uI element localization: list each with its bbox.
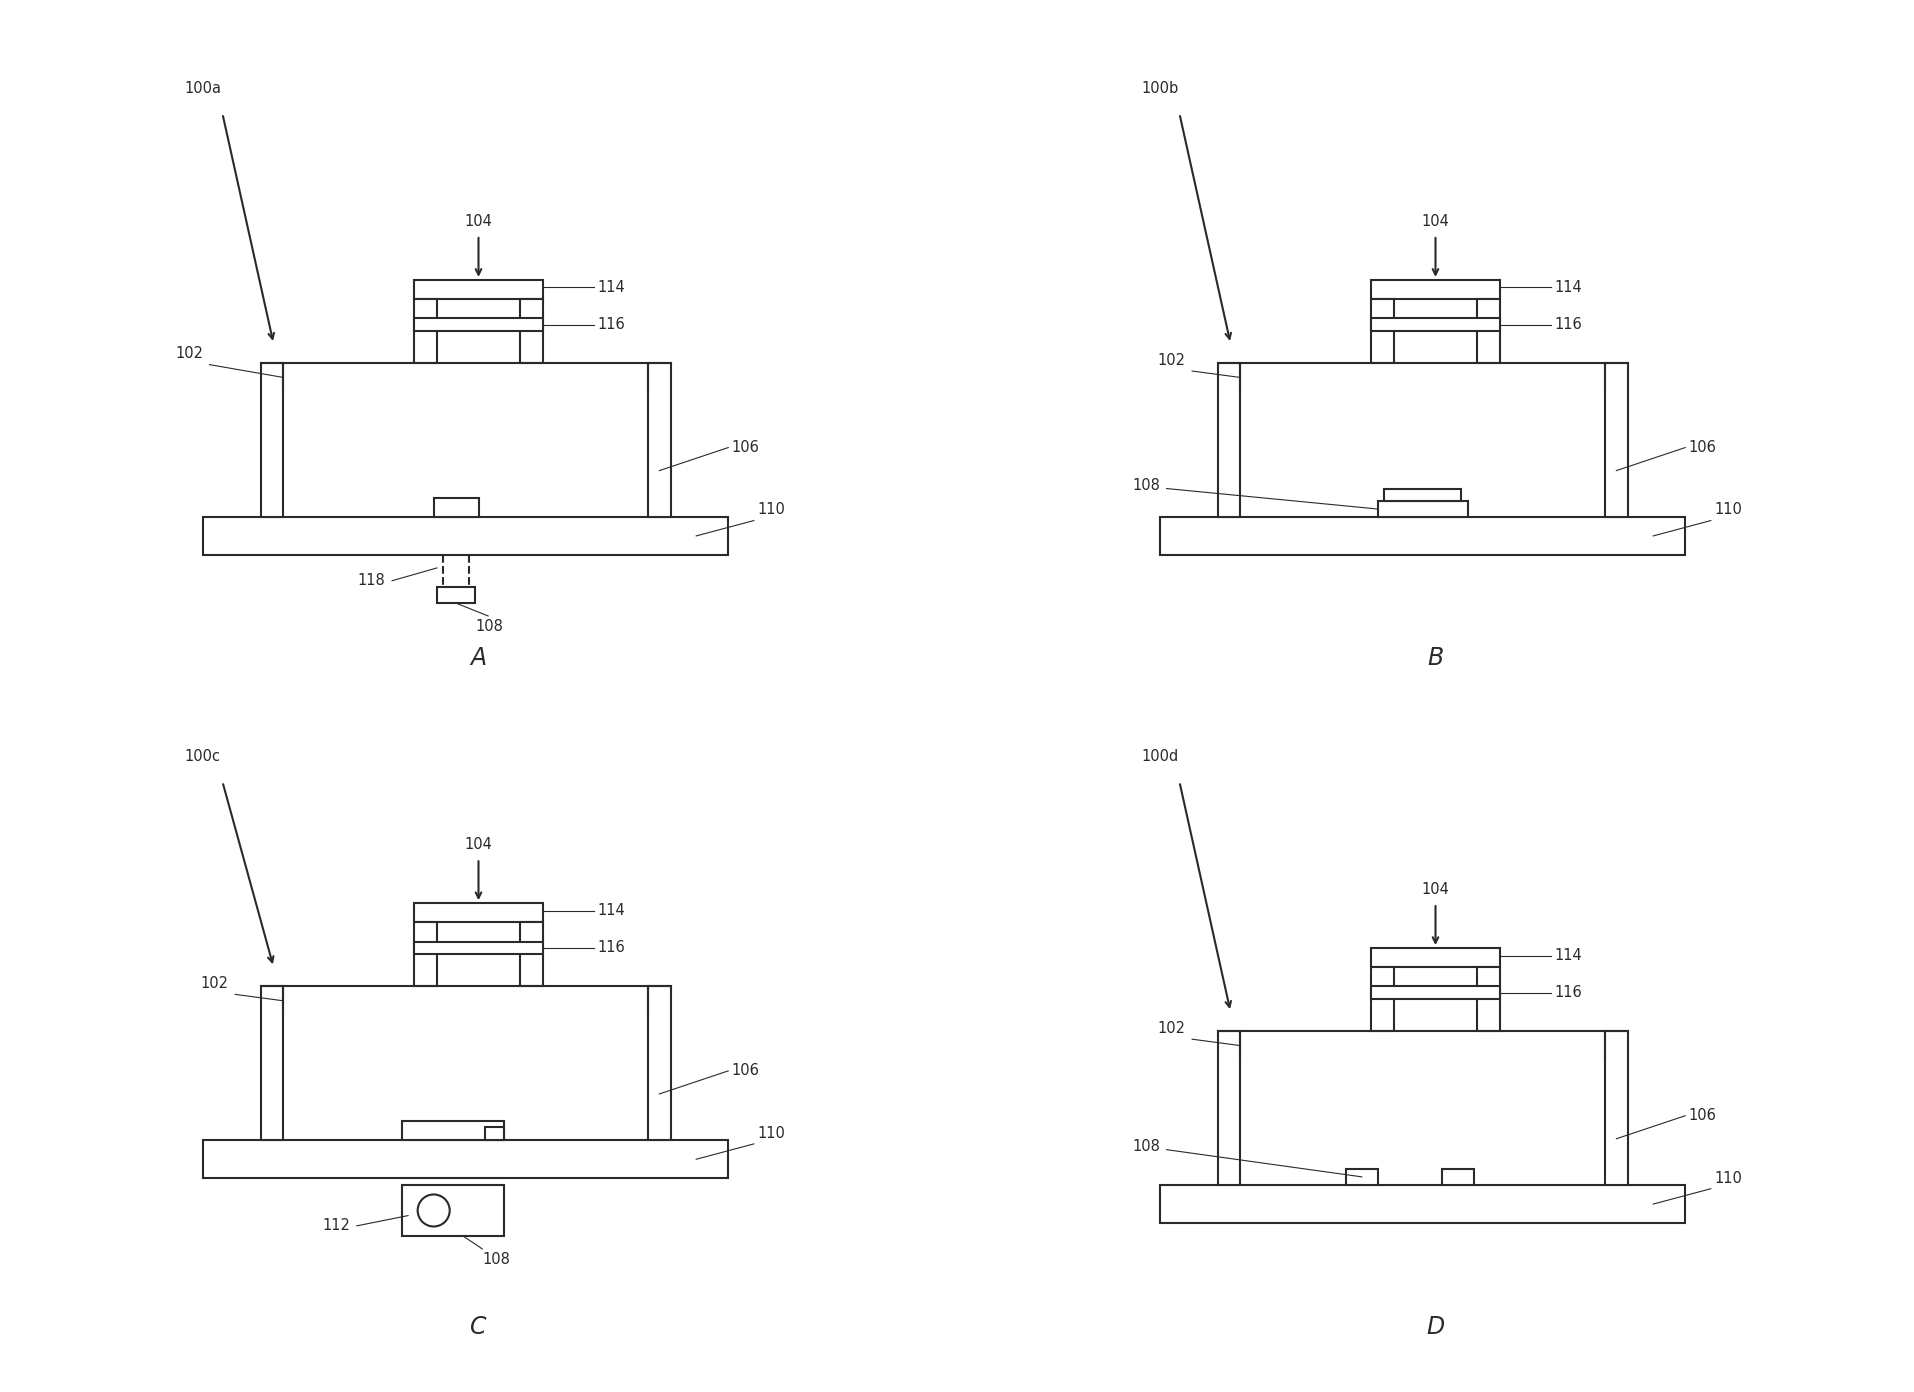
- Text: 106: 106: [731, 1063, 760, 1079]
- Text: 114: 114: [597, 903, 624, 919]
- Text: 110: 110: [1715, 503, 1742, 518]
- Text: 114: 114: [1554, 280, 1581, 295]
- Text: 108: 108: [482, 1253, 511, 1267]
- Text: 100a: 100a: [184, 81, 220, 96]
- Text: 102: 102: [201, 976, 230, 991]
- Text: 100b: 100b: [1141, 81, 1179, 96]
- Text: 116: 116: [1554, 986, 1581, 1001]
- Bar: [402, 1185, 503, 1236]
- Text: 116: 116: [1554, 317, 1581, 333]
- Bar: [434, 497, 478, 516]
- Text: B: B: [1428, 646, 1443, 671]
- Text: 102: 102: [176, 347, 203, 362]
- Bar: [1372, 948, 1499, 967]
- Text: C: C: [471, 1314, 486, 1339]
- Bar: [1160, 516, 1684, 555]
- Bar: [1478, 299, 1499, 363]
- Text: 106: 106: [1688, 440, 1717, 455]
- Bar: [402, 1121, 503, 1140]
- Bar: [1441, 1169, 1474, 1185]
- Bar: [649, 363, 670, 516]
- Text: 102: 102: [1158, 352, 1187, 367]
- Bar: [1372, 280, 1499, 299]
- Text: 114: 114: [1554, 948, 1581, 963]
- Bar: [415, 923, 436, 987]
- Bar: [521, 299, 542, 363]
- Bar: [1346, 1169, 1378, 1185]
- Bar: [1478, 967, 1499, 1031]
- Bar: [203, 1140, 727, 1179]
- Bar: [1372, 987, 1499, 999]
- Text: A: A: [471, 646, 486, 671]
- Text: 110: 110: [758, 1126, 785, 1140]
- Text: 116: 116: [597, 941, 624, 955]
- Bar: [415, 941, 542, 955]
- Bar: [1372, 967, 1393, 1031]
- Text: 108: 108: [475, 619, 503, 635]
- Text: 102: 102: [1158, 1020, 1187, 1036]
- Bar: [1372, 299, 1393, 363]
- Bar: [203, 516, 727, 555]
- Bar: [1384, 489, 1460, 501]
- Text: 104: 104: [465, 837, 492, 852]
- Bar: [436, 587, 475, 603]
- Text: 104: 104: [1422, 213, 1449, 228]
- Text: 110: 110: [1715, 1171, 1742, 1186]
- Text: 106: 106: [731, 440, 760, 455]
- Circle shape: [417, 1194, 450, 1226]
- Text: 100c: 100c: [184, 749, 220, 764]
- Text: 108: 108: [1133, 477, 1160, 493]
- Bar: [415, 280, 542, 299]
- Bar: [415, 299, 436, 363]
- Bar: [1378, 501, 1468, 516]
- Bar: [649, 987, 670, 1140]
- Bar: [1217, 363, 1240, 516]
- Text: 118: 118: [358, 574, 385, 589]
- Text: 104: 104: [465, 213, 492, 228]
- Text: 110: 110: [758, 503, 785, 518]
- Text: 106: 106: [1688, 1108, 1717, 1123]
- Bar: [1217, 1031, 1240, 1185]
- Bar: [1606, 1031, 1627, 1185]
- Text: 104: 104: [1422, 881, 1449, 896]
- Bar: [415, 319, 542, 331]
- Bar: [260, 363, 283, 516]
- Text: 114: 114: [597, 280, 624, 295]
- Bar: [415, 903, 542, 923]
- Text: 116: 116: [597, 317, 624, 333]
- Text: 112: 112: [323, 1218, 350, 1233]
- Bar: [260, 987, 283, 1140]
- Text: 108: 108: [1133, 1139, 1160, 1154]
- Text: 100d: 100d: [1141, 749, 1179, 764]
- Bar: [484, 1126, 503, 1140]
- Text: D: D: [1426, 1314, 1445, 1339]
- Bar: [1606, 363, 1627, 516]
- Bar: [1372, 319, 1499, 331]
- Bar: [521, 923, 542, 987]
- Bar: [1160, 1185, 1684, 1224]
